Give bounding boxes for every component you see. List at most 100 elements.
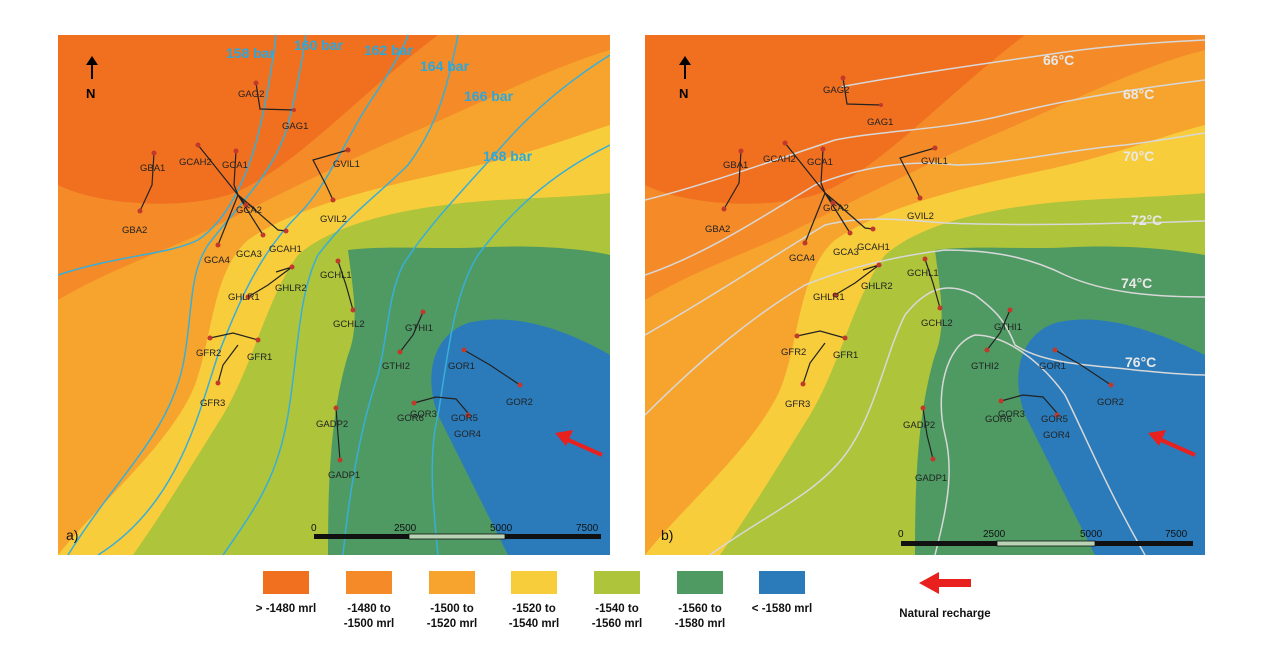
scale-tick: 2500 [983,529,1006,540]
well-label: GTHI2 [382,361,410,372]
well-label: GBA2 [705,224,730,235]
well-markers [137,80,523,463]
isobar-label: 164 bar [420,58,470,74]
north-label: N [86,86,95,101]
isotherm-label: 66°C [1043,52,1074,68]
well-label: GHLR1 [813,292,845,303]
well-label: GCA3 [833,247,859,258]
legend-swatch [759,571,805,594]
zone-lt-1580 [1018,319,1205,555]
legend-swatch [594,571,640,594]
well-label: GAG2 [823,85,849,96]
well-label: GTHI1 [994,322,1022,333]
well-label: GFR2 [781,347,806,358]
well-label: GFR1 [833,350,858,361]
north-arrow: N [86,56,98,101]
zone-lt-1580 [431,319,610,555]
legend-label: -1540 to -1560 mrl [591,603,643,630]
well-label: GAG1 [282,121,308,132]
isobar-label: 158 bar [226,45,276,61]
legend-swatch [429,571,475,594]
legend-label: -1480 to -1500 mrl [343,603,395,630]
legend-item: -1480 to -1500 mrl [329,571,409,632]
isotherm-label: 70°C [1123,148,1154,164]
well-label: GBA1 [723,160,748,171]
legend: > -1480 mrl -1480 to -1500 mrl -1500 to … [0,571,1261,651]
legend-label: > -1480 mrl [255,603,317,615]
isotherm-label: 72°C [1131,212,1162,228]
well-label: GOR3 [998,409,1025,420]
well-labels-a: GAG2 GAG1 GBA1 GBA2 GCAH2 GCA1 GCA2 GCA3… [122,89,533,481]
isotherm-label: 74°C [1121,275,1152,291]
well-label: GBA1 [140,163,165,174]
legend-label: -1500 to -1520 mrl [426,603,478,630]
legend-recharge: Natural recharge [880,571,1010,622]
legend-recharge-label: Natural recharge [899,608,991,620]
isobar-lines [58,35,610,555]
panel-label: a) [66,527,78,543]
well-label: GCA3 [236,249,262,260]
north-arrow: N [679,56,691,101]
north-label: N [679,86,688,101]
well-label: GADP1 [915,473,947,484]
well-label: GOR5 [1041,414,1068,425]
well-label: GFR3 [785,399,810,410]
map-a-svg: 158 bar 160 bar 162 bar 164 bar 166 bar … [58,35,610,555]
well-label: GOR3 [410,409,437,420]
well-label: GADP2 [316,419,348,430]
legend-item: > -1480 mrl [246,571,326,617]
well-label: GVIL2 [907,211,934,222]
well-label: GCHL2 [921,318,953,329]
scale-tick: 5000 [1080,529,1103,540]
well-label: GFR1 [247,352,272,363]
well-label: GVIL2 [320,214,347,225]
well-label: GCHL1 [320,270,352,281]
well-label: GOR2 [506,397,533,408]
well-label: GCA2 [823,203,849,214]
scale-tick: 2500 [394,523,417,534]
isobar-label: 162 bar [364,42,414,58]
well-label: GCAH2 [763,154,796,165]
map-panel-a: 158 bar 160 bar 162 bar 164 bar 166 bar … [58,35,610,555]
isobar-label: 166 bar [464,88,514,104]
map-b-svg: 66°C 68°C 70°C 72°C 74°C 76°C [645,35,1205,555]
well-label: GTHI2 [971,361,999,372]
well-label: GCA2 [236,205,262,216]
well-label: GHLR2 [275,283,307,294]
legend-swatch [677,571,723,594]
well-label: GOR6 [397,413,424,424]
map-panel-b: 66°C 68°C 70°C 72°C 74°C 76°C [645,35,1205,555]
scale-tick: 0 [311,523,317,534]
well-label: GHLR1 [228,292,260,303]
well-label: GFR3 [200,398,225,409]
well-label: GCAH2 [179,157,212,168]
legend-label: -1560 to -1580 mrl [674,603,726,630]
well-label: GAG1 [867,117,893,128]
well-label: GADP2 [903,420,935,431]
well-label: GADP1 [328,470,360,481]
well-label: GVIL1 [333,159,360,170]
well-label: GCA1 [807,157,833,168]
well-label: GCA4 [204,255,230,266]
legend-swatch [263,571,309,594]
isotherm-lines [645,39,1205,555]
well-label: GOR4 [454,429,481,440]
legend-item: -1540 to -1560 mrl [577,571,657,632]
scale-tick: 5000 [490,523,513,534]
well-label: GOR5 [451,413,478,424]
well-label: GOR1 [1039,361,1066,372]
well-markers [721,75,1114,462]
well-label: GOR6 [985,414,1012,425]
legend-item: -1560 to -1580 mrl [660,571,740,632]
well-label: GCAH1 [857,242,890,253]
scale-tick: 7500 [576,523,599,534]
well-labels-b: GAG2 GAG1 GBA1 GBA2 GCAH2 GCA1 GCA2 GCA3… [705,85,1124,484]
well-label: GVIL1 [921,156,948,167]
well-label: GBA2 [122,225,147,236]
scale-bar: 0 2500 5000 7500 [311,523,601,540]
recharge-arrow [1148,430,1196,457]
well-label: GTHI1 [405,323,433,334]
well-label: GFR2 [196,348,221,359]
well-label: GOR1 [448,361,475,372]
well-label: GCAH1 [269,244,302,255]
